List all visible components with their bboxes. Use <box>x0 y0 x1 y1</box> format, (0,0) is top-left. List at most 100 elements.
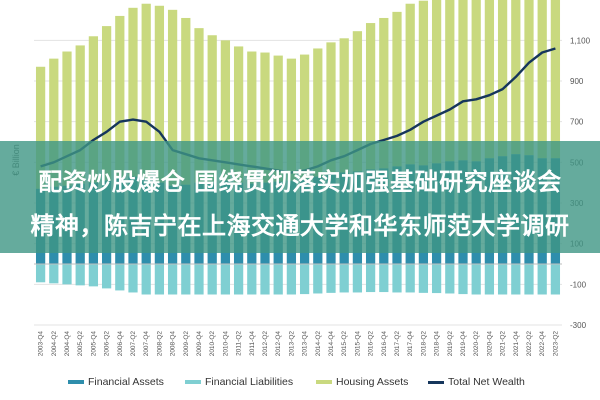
x-tick-label: 2017-Q2 <box>394 331 401 357</box>
x-tick-label: 2022-Q2 <box>526 331 533 357</box>
legend-item-housing-assets: Housing Assets <box>316 376 408 388</box>
financial-liabilities-bar <box>273 264 283 295</box>
financial-liabilities-bar <box>313 264 323 294</box>
housing-assets-bar <box>260 52 270 183</box>
overlay-banner <box>0 141 600 253</box>
housing-assets-bar <box>49 58 59 187</box>
housing-assets-bar <box>273 55 283 182</box>
x-tick-label: 2006-Q4 <box>117 331 124 357</box>
x-tick-label: 2019-Q4 <box>460 331 467 357</box>
housing-assets-bar <box>313 48 323 177</box>
financial-liabilities-bar <box>101 264 112 289</box>
financial-liabilities-bar <box>299 264 310 295</box>
y-tick-label: -100 <box>570 280 587 289</box>
housing-assets-bar <box>154 5 165 183</box>
x-tick-label: 2018-Q4 <box>434 331 441 357</box>
x-tick-label: 2004-Q2 <box>51 331 58 357</box>
x-tick-label: 2022-Q4 <box>539 331 546 357</box>
financial-liabilities-bar <box>418 264 429 293</box>
housing-assets-bar <box>128 7 138 177</box>
financial-liabilities-bar <box>128 264 138 293</box>
x-tick-label: 2005-Q4 <box>90 331 97 357</box>
financial-liabilities-bar <box>445 264 455 294</box>
financial-liabilities-bar <box>286 264 297 295</box>
legend-item-financial-liabilities: Financial Liabilities <box>185 376 293 388</box>
legend-swatch <box>185 380 201 384</box>
y-tick-label: 1,100 <box>570 36 591 45</box>
financial-liabilities-bar <box>537 264 547 295</box>
financial-liabilities-bar <box>511 264 521 295</box>
financial-liabilities-bar <box>405 264 415 293</box>
housing-assets-bar <box>431 0 442 164</box>
legend-item-total-net-wealth: Total Net Wealth <box>428 376 525 388</box>
x-tick-label: 2015-Q2 <box>341 331 348 357</box>
x-tick-label: 2010-Q2 <box>209 331 216 357</box>
financial-liabilities-bar <box>62 264 72 285</box>
y-tick-label: -300 <box>570 321 587 330</box>
housing-assets-bar <box>233 46 244 183</box>
financial-liabilities-bar <box>484 264 495 295</box>
financial-liabilities-bar <box>326 264 336 293</box>
housing-assets-bar <box>75 45 85 184</box>
housing-assets-bar <box>379 17 389 169</box>
housing-assets-bar <box>62 51 72 186</box>
housing-assets-bar <box>365 23 376 170</box>
housing-assets-bar <box>101 26 112 181</box>
y-tick-label: 900 <box>570 77 584 86</box>
financial-liabilities-bar <box>35 264 46 283</box>
x-tick-label: 2008-Q4 <box>170 331 177 357</box>
x-tick-label: 2011-Q2 <box>236 331 243 356</box>
x-tick-label: 2014-Q2 <box>315 331 322 357</box>
financial-liabilities-bar <box>247 264 257 295</box>
housing-assets-bar <box>181 17 191 185</box>
x-tick-label: 2021-Q4 <box>513 331 520 357</box>
x-tick-label: 2004-Q4 <box>64 331 71 357</box>
housing-assets-bar <box>35 66 46 189</box>
financial-liabilities-bar <box>550 264 561 295</box>
financial-liabilities-bar <box>339 264 349 293</box>
x-tick-label: 2006-Q2 <box>104 331 111 357</box>
financial-liabilities-bar <box>75 264 85 286</box>
x-tick-label: 2020-Q4 <box>486 331 493 357</box>
x-tick-label: 2012-Q4 <box>275 331 282 357</box>
housing-assets-bar <box>286 58 297 181</box>
x-tick-label: 2020-Q2 <box>473 331 480 357</box>
x-tick-label: 2021-Q2 <box>500 331 507 357</box>
financial-liabilities-bar <box>471 264 481 295</box>
x-tick-label: 2014-Q4 <box>328 331 335 357</box>
housing-assets-bar <box>524 0 534 156</box>
x-tick-label: 2009-Q4 <box>196 331 203 357</box>
x-tick-label: 2009-Q2 <box>183 331 190 357</box>
housing-assets-bar <box>550 0 561 159</box>
financial-liabilities-bar <box>260 264 270 295</box>
housing-assets-bar <box>537 0 547 159</box>
financial-liabilities-bar <box>497 264 508 295</box>
housing-assets-bar <box>392 11 402 167</box>
housing-assets-bar <box>220 40 231 181</box>
financial-liabilities-bar <box>431 264 442 294</box>
x-tick-label: 2019-Q2 <box>447 331 454 357</box>
x-tick-label: 2018-Q2 <box>420 331 427 357</box>
housing-assets-bar <box>405 3 415 165</box>
housing-assets-bar <box>167 9 178 186</box>
overlay-headline-line1: 配资炒股爆仓 围绕贯彻落实加强基础研究座谈会 <box>38 168 562 196</box>
financial-liabilities-bar <box>207 264 217 295</box>
x-tick-label: 2011-Q4 <box>249 331 256 356</box>
x-tick-label: 2016-Q2 <box>368 331 375 357</box>
housing-assets-bar <box>445 0 455 162</box>
y-tick-label: 700 <box>570 118 584 127</box>
x-tick-label: 2008-Q2 <box>156 331 163 357</box>
financial-liabilities-bar <box>49 264 59 284</box>
financial-liabilities-bar <box>154 264 165 295</box>
x-tick-label: 2023-Q2 <box>552 331 559 357</box>
legend-swatch <box>428 380 444 384</box>
housing-assets-bar <box>207 35 217 182</box>
financial-liabilities-bar <box>233 264 244 295</box>
overlay-headline-line2: 精神，陈吉宁在上海交通大学和华东师范大学调研 <box>30 212 570 240</box>
housing-assets-bar <box>339 38 349 173</box>
financial-liabilities-bar <box>141 264 151 295</box>
housing-assets-bar <box>88 36 99 183</box>
financial-liabilities-bar <box>352 264 363 293</box>
financial-liabilities-bar <box>458 264 468 295</box>
x-tick-label: 2015-Q4 <box>354 331 361 357</box>
